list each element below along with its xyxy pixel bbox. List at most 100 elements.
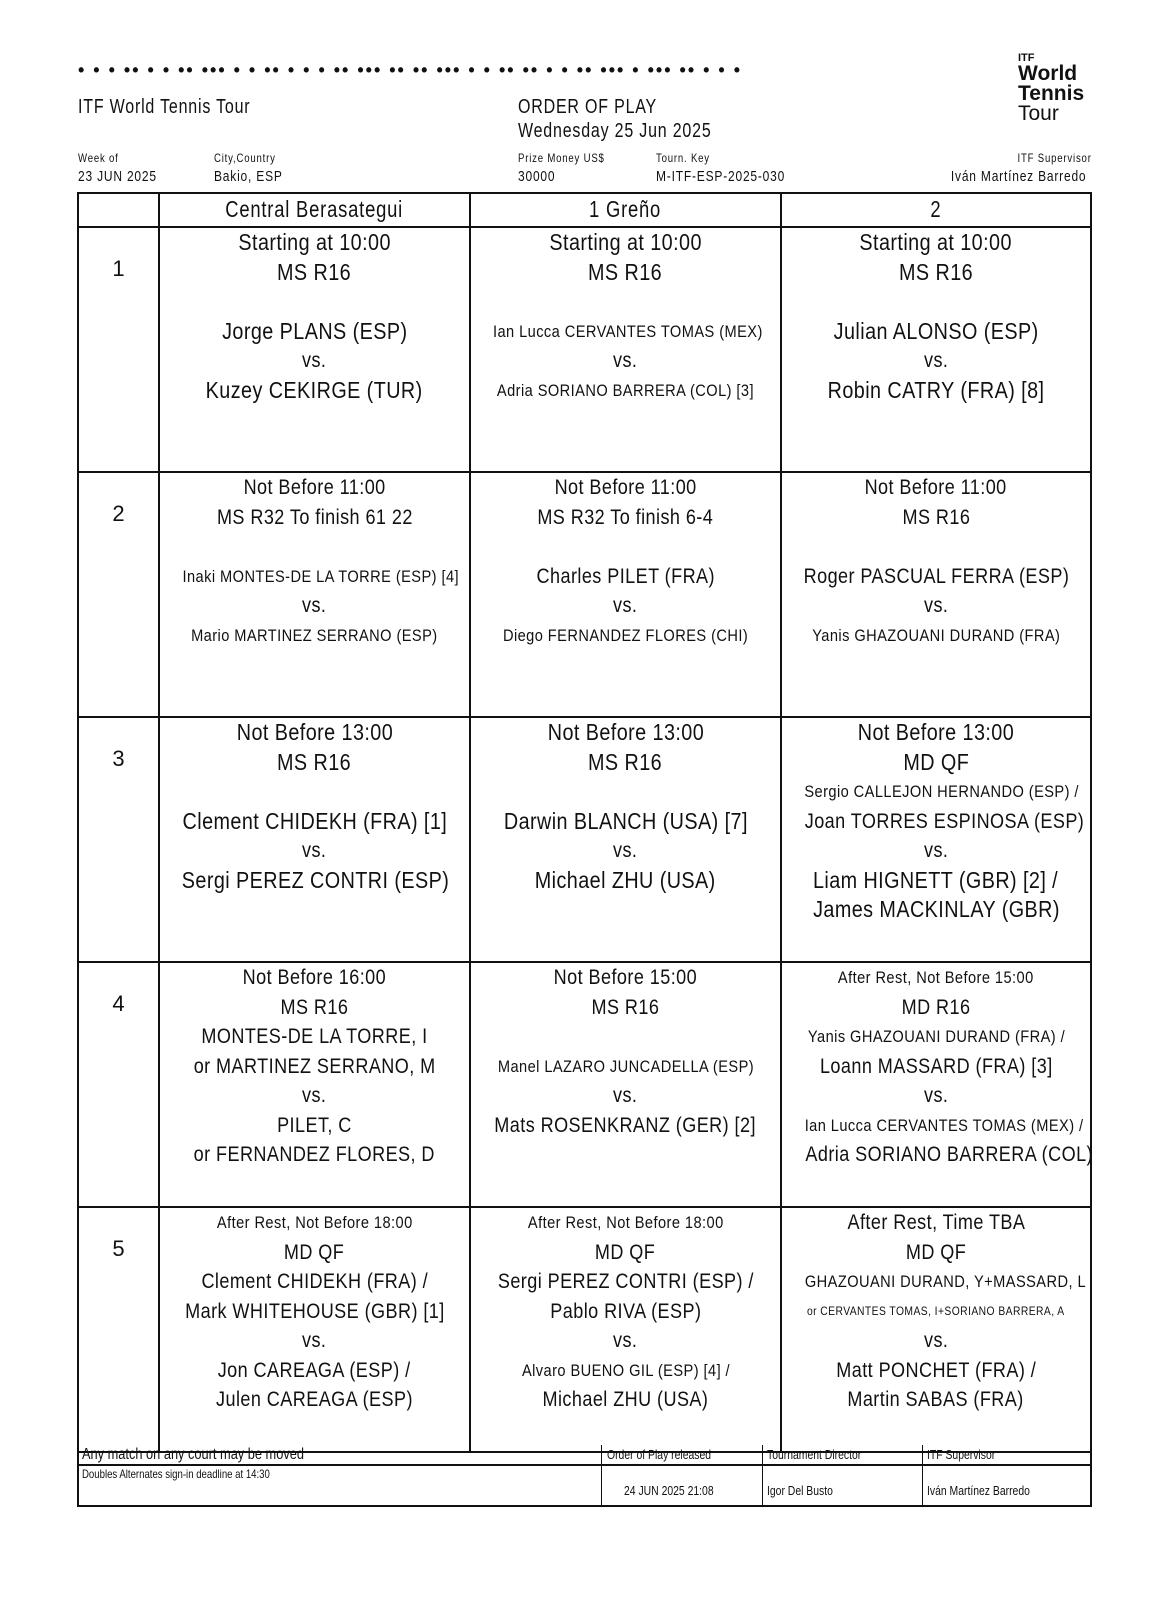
match-line-text: MD QF <box>905 1240 967 1264</box>
week-label: Week of <box>78 151 119 165</box>
match-line: vs. <box>782 1081 1090 1111</box>
match-order-number: 5 <box>79 1208 160 1451</box>
match-line-text: James MACKINLAY (GBR) <box>812 896 1060 922</box>
footer-supervisor-value: Iván Martínez Barredo <box>927 1483 1030 1498</box>
match-line: After Rest, Not Before 15:00 <box>782 963 1090 993</box>
match-line-text: MS R16 <box>280 995 349 1019</box>
match-line-text: Sergi PEREZ CONTRI (ESP) / <box>497 1270 754 1293</box>
match-line: vs. <box>471 346 780 376</box>
match-line-text: Not Before 13:00 <box>857 719 1015 745</box>
corner-cell <box>79 194 160 226</box>
match-row: 5 After Rest, Not Before 18:00 MD QF Clemen… <box>79 1206 1090 1451</box>
match-line-text: Not Before 15:00 <box>553 966 698 989</box>
match-line-text: Manel LAZARO JUNCADELLA (ESP) <box>497 1056 754 1076</box>
match-line <box>160 287 469 317</box>
match-line-text: MS R16 <box>588 748 663 775</box>
match-line-text: Darwin BLANCH (USA) [7] <box>503 807 748 834</box>
match-line-text: Yanis GHAZOUANI DURAND (FRA) / <box>807 1027 1065 1046</box>
match-line-text: Mark WHITEHOUSE (GBR) [1] <box>184 1299 445 1323</box>
match-line: Ian Lucca CERVANTES TOMAS (MEX) <box>471 317 780 347</box>
match-line: or CERVANTES TOMAS, I+SORIANO BARRERA, A <box>782 1297 1090 1327</box>
match-line-text: vs. <box>923 349 949 372</box>
match-line-text: Matt PONCHET (FRA) / <box>836 1358 1036 1382</box>
match-line-text: Michael ZHU (USA) <box>535 866 716 893</box>
supervisor-value: Iván Martínez Barredo <box>950 168 1086 185</box>
match-line-text: MS R16 <box>277 748 352 775</box>
match-line: Yanis GHAZOUANI DURAND (FRA) / <box>782 1022 1090 1052</box>
match-line-text: vs. <box>302 1329 327 1352</box>
match-order-number: 3 <box>79 718 160 961</box>
match-line: vs. <box>160 346 469 376</box>
alternates-note: Doubles Alternates sign-in deadline at 1… <box>82 1467 270 1481</box>
match-cell: Starting at 10:00 MS R16 Jorge PLANS (ESP)… <box>160 228 471 471</box>
match-line: Not Before 16:00 <box>160 963 469 993</box>
schedule-table: Central Berasategui 1 Greño 2 1 Starting … <box>77 192 1092 1453</box>
footer-table: Any match on any court may be moved Doub… <box>77 1445 1092 1507</box>
match-row: 2 Not Before 11:00 MS R32 To finish 61 22 I… <box>79 471 1090 716</box>
match-line: Not Before 13:00 <box>471 718 780 748</box>
match-line: MONTES-DE LA TORRE, I <box>160 1022 469 1052</box>
match-line: MS R16 <box>471 993 780 1023</box>
match-line <box>782 532 1090 562</box>
match-line-text: GHAZOUANI DURAND, Y+MASSARD, L <box>804 1272 1087 1291</box>
match-line-text: Ian Lucca CERVANTES TOMAS (MEX) / <box>804 1115 1084 1135</box>
match-line-text: vs. <box>302 594 327 617</box>
match-line: vs. <box>782 836 1090 866</box>
match-line-text: Roger PASCUAL FERRA (ESP) <box>803 564 1070 588</box>
match-line-text: Adria SORIANO BARRERA (COL) <box>805 1143 1090 1166</box>
match-cell: Not Before 13:00 MD QF Sergio CALLEJON HER… <box>782 718 1090 961</box>
match-line: GHAZOUANI DURAND, Y+MASSARD, L <box>782 1267 1090 1297</box>
match-line-text: Joan TORRES ESPINOSA (ESP) <box>804 809 1085 833</box>
match-line <box>471 777 780 807</box>
match-line: Joan TORRES ESPINOSA (ESP) <box>782 807 1090 837</box>
match-line-text: MS R32 To finish 6-4 <box>537 505 714 529</box>
match-line-text: vs. <box>923 1084 949 1107</box>
match-line-text: vs. <box>923 1329 949 1352</box>
match-line: After Rest, Not Before 18:00 <box>471 1208 780 1238</box>
match-line-text: MS R16 <box>588 258 663 285</box>
match-line: Mario MARTINEZ SERRANO (ESP) <box>160 621 469 651</box>
match-line: Adria SORIANO BARRERA (COL) [3] <box>471 376 780 406</box>
match-line-text: Not Before 13:00 <box>547 719 704 745</box>
match-line: Sergi PEREZ CONTRI (ESP) <box>160 866 469 896</box>
match-line: MS R16 <box>471 258 780 288</box>
match-line-text: PILET, C <box>277 1113 352 1137</box>
match-line: vs. <box>471 591 780 621</box>
match-line-text: Not Before 11:00 <box>554 476 697 499</box>
match-line-text: Not Before 11:00 <box>864 476 1008 499</box>
footer-supervisor-label: ITF Supervisor <box>927 1447 996 1462</box>
match-line: MD QF <box>782 748 1090 778</box>
match-line-text: Mario MARTINEZ SERRANO (ESP) <box>191 625 438 645</box>
match-line: Mark WHITEHOUSE (GBR) [1] <box>160 1297 469 1327</box>
match-line <box>160 777 469 807</box>
match-line: vs. <box>782 1326 1090 1356</box>
dot-pattern: • • • •• • • •• ••• • • •• • • • •• ••• … <box>78 60 743 80</box>
match-line: Michael ZHU (USA) <box>471 866 780 896</box>
match-row: 1 Starting at 10:00 MS R16 Jorge PLANS (ESP… <box>79 226 1090 471</box>
page-title: ORDER OF PLAY <box>518 96 658 118</box>
match-line-text: MS R16 <box>898 258 974 285</box>
match-line-text: Alvaro BUENO GIL (ESP) [4] / <box>521 1360 730 1380</box>
match-line: Martin SABAS (FRA) <box>782 1385 1090 1415</box>
match-line-text: Starting at 10:00 <box>238 229 391 255</box>
released-label: Order of Play released <box>607 1447 712 1462</box>
match-line: vs. <box>160 591 469 621</box>
match-line-text: Starting at 10:00 <box>859 229 1013 255</box>
match-line: Yanis GHAZOUANI DURAND (FRA) <box>782 621 1090 651</box>
match-line: Not Before 11:00 <box>782 473 1090 503</box>
match-line-text: or CERVANTES TOMAS, I+SORIANO BARRERA, A <box>807 1303 1065 1318</box>
tourn-key-value: M-ITF-ESP-2025-030 <box>656 168 786 185</box>
match-line-text: Michael ZHU (USA) <box>542 1388 709 1411</box>
match-line-text: MD QF <box>284 1240 345 1264</box>
match-line-text: Liam HIGNETT (GBR) [2] / <box>813 866 1059 893</box>
match-line-text: Diego FERNANDEZ FLORES (CHI) <box>502 625 749 645</box>
match-order-number: 4 <box>79 963 160 1206</box>
match-line-text: MS R16 <box>591 995 660 1019</box>
match-line: MS R32 To finish 61 22 <box>160 503 469 533</box>
match-line: Starting at 10:00 <box>160 228 469 258</box>
match-line: After Rest, Time TBA <box>782 1208 1090 1238</box>
match-line <box>160 532 469 562</box>
match-line: Robin CATRY (FRA) [8] <box>782 376 1090 406</box>
match-line: Starting at 10:00 <box>782 228 1090 258</box>
